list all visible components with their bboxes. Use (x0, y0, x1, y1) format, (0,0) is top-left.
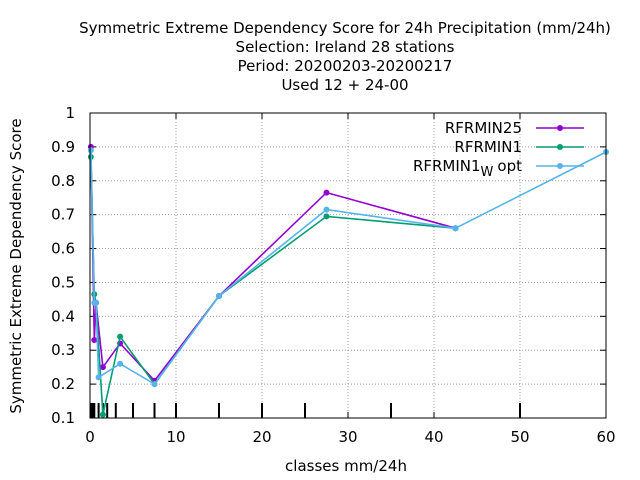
data-point (323, 213, 330, 220)
chart-title-line-3: Period: 20200203-20200217 (238, 57, 453, 75)
x-tick-label: 30 (338, 428, 357, 446)
chart-title-line-4: Used 12 + 24-00 (281, 76, 408, 94)
y-tick-label: 0.3 (51, 341, 75, 359)
data-point (95, 374, 102, 381)
legend-entry: RFRMIN1 (454, 138, 584, 156)
y-axis-label: Symmetric Extreme Dependency Score (7, 118, 25, 413)
data-point (99, 411, 106, 418)
legend-label: RFRMIN1W opt (413, 157, 522, 180)
grid-lines (90, 113, 606, 418)
y-tick-label: 0.8 (51, 172, 75, 190)
data-point (91, 337, 98, 344)
y-tick-label: 0.5 (51, 273, 75, 291)
plot-frame (89, 112, 607, 419)
x-tick-labels: 0 10 20 30 40 50 60 (85, 428, 615, 446)
y-tick-label: 0.4 (51, 307, 75, 325)
legend-entry: RFRMIN1W opt (413, 157, 584, 180)
series (87, 147, 609, 388)
legend-swatch-point (557, 125, 563, 131)
data-point (117, 360, 124, 367)
x-tick-label: 60 (596, 428, 615, 446)
series-layer (87, 143, 609, 418)
legend-label: RFRMIN1 (454, 138, 522, 156)
data-point (93, 299, 100, 306)
data-point (99, 364, 106, 371)
y-tick-label: 0.6 (51, 240, 75, 258)
x-tick-label: 50 (510, 428, 529, 446)
x-axis-label: classes mm/24h (285, 457, 407, 475)
legend-label: RFRMIN25 (445, 119, 522, 137)
data-point (323, 189, 330, 196)
y-tick-label: 0.7 (51, 206, 75, 224)
y-tick-label: 0.9 (51, 138, 75, 156)
chart-title-line-2: Selection: Ireland 28 stations (236, 38, 455, 56)
data-point (87, 147, 94, 154)
x-tick-label: 10 (166, 428, 185, 446)
series (87, 143, 459, 384)
y-tick-label: 0.2 (51, 375, 75, 393)
legend-swatch-point (557, 163, 563, 169)
class-marks (89, 403, 521, 418)
data-point (452, 225, 459, 232)
data-point (323, 206, 330, 213)
series-line (90, 157, 456, 415)
y-tick-label: 0.1 (51, 409, 75, 427)
x-tick-label: 0 (85, 428, 95, 446)
data-point (216, 293, 222, 299)
legend-swatch-point (557, 144, 563, 150)
data-point (117, 333, 124, 340)
data-point (151, 381, 158, 388)
legend-entry: RFRMIN25 (445, 119, 584, 137)
chart-title-block: Symmetric Extreme Dependency Score for 2… (79, 19, 611, 94)
chart-title-line-1: Symmetric Extreme Dependency Score for 2… (79, 19, 611, 37)
x-tick-label: 40 (424, 428, 443, 446)
y-tick-label: 1 (65, 104, 75, 122)
y-tick-labels: 0.1 0.2 0.3 0.4 0.5 0.6 0.7 0.8 0.9 1 (51, 104, 75, 427)
x-tick-label: 20 (252, 428, 271, 446)
series-line (90, 146, 456, 382)
